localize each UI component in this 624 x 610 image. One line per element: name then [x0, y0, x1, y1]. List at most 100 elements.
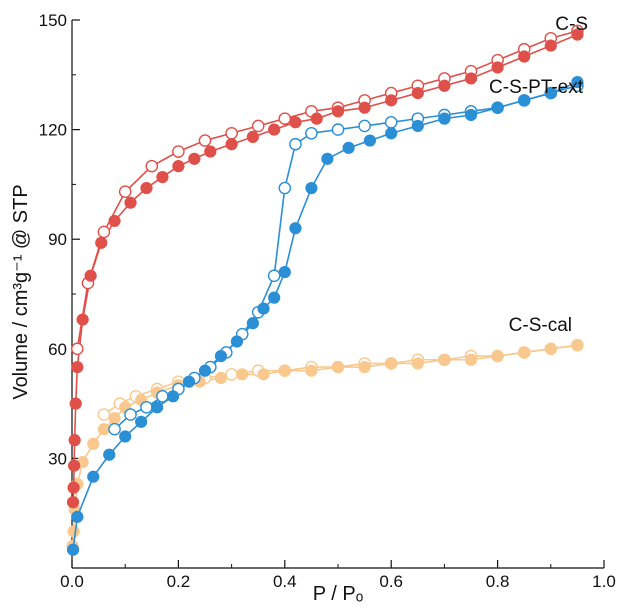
desorption-point	[225, 368, 238, 381]
adsorption-point	[411, 357, 424, 370]
adsorption-point	[411, 119, 424, 133]
adsorption-line	[71, 344, 578, 547]
desorption-point	[71, 342, 84, 356]
adsorption-point	[71, 510, 84, 523]
axis-ticks: 0.0 0.2 0.4 0.6 0.8 1.0 30 60 90 120 150	[39, 11, 616, 591]
x-tick-label: 0.2	[167, 572, 191, 591]
x-tick-label: 0.4	[273, 572, 297, 591]
series-c-s-cal	[66, 338, 584, 553]
desorption-point	[145, 159, 159, 173]
adsorption-point	[571, 339, 584, 352]
desorption-point	[251, 119, 265, 133]
adsorption-point	[305, 364, 318, 377]
adsorption-point	[119, 430, 132, 443]
adsorption-point	[363, 134, 377, 147]
adsorption-point	[518, 94, 531, 107]
adsorption-point	[438, 112, 451, 125]
desorption-point	[108, 422, 121, 436]
adsorption-point	[172, 160, 185, 173]
adsorption-point	[156, 170, 169, 184]
plot-area: 0.0 0.2 0.4 0.6 0.8 1.0 30 60 90 120 150	[39, 11, 616, 591]
series-label-c-s-cal: C-S-cal	[509, 315, 572, 336]
adsorption-point	[151, 401, 164, 414]
x-tick-label: 0.6	[379, 572, 403, 591]
adsorption-point	[464, 72, 478, 85]
adsorption-point	[342, 141, 355, 154]
adsorption-point	[464, 353, 478, 366]
adsorption-point	[310, 112, 323, 125]
desorption-point	[331, 123, 345, 136]
adsorption-point	[214, 371, 228, 385]
adsorption-point	[66, 543, 80, 556]
adsorption-point	[331, 105, 345, 118]
adsorption-point	[140, 181, 153, 195]
adsorption-point	[491, 350, 504, 363]
series-layer	[66, 24, 584, 556]
adsorption-point	[491, 101, 504, 114]
desorption-point	[140, 400, 153, 414]
adsorption-point	[257, 368, 270, 381]
y-tick-label: 30	[48, 449, 67, 468]
adsorption-point	[321, 152, 334, 165]
adsorption-point	[124, 196, 137, 209]
adsorption-point	[108, 214, 121, 228]
adsorption-point	[198, 364, 212, 377]
desorption-point	[278, 181, 292, 195]
adsorption-point	[67, 481, 80, 494]
adsorption-point	[571, 76, 584, 89]
x-tick-label: 1.0	[592, 572, 616, 591]
adsorption-point	[87, 437, 100, 450]
adsorption-point	[68, 459, 81, 472]
adsorption-point	[135, 415, 148, 428]
adsorption-point	[166, 390, 180, 403]
y-tick-label: 60	[48, 340, 67, 359]
adsorption-point	[411, 86, 424, 100]
adsorption-point	[246, 130, 259, 144]
desorption-point	[358, 119, 371, 133]
adsorption-point	[464, 108, 478, 122]
desorption-point	[97, 408, 111, 421]
adsorption-point	[84, 269, 97, 282]
x-tick-label: 0.8	[486, 572, 510, 591]
adsorption-point	[268, 291, 281, 304]
series-label-c-s: C-S	[555, 14, 588, 35]
adsorption-point	[305, 181, 318, 195]
adsorption-point	[544, 39, 557, 52]
adsorption-point	[214, 350, 228, 363]
desorption-point	[384, 115, 398, 129]
adsorption-point	[358, 360, 371, 374]
adsorption-point	[69, 397, 82, 410]
desorption-point	[278, 112, 292, 125]
series-c-s-pt-ext	[66, 76, 584, 556]
adsorption-point	[103, 448, 116, 461]
desorption-point	[267, 269, 281, 283]
adsorption-line	[72, 81, 578, 550]
adsorption-point	[289, 116, 302, 129]
adsorption-point	[71, 360, 84, 374]
series-label-c-s-pt-ext: C-S-PT-ext	[489, 77, 584, 98]
adsorption-point	[544, 86, 557, 100]
desorption-point	[156, 389, 169, 403]
y-tick-label: 150	[39, 11, 67, 30]
x-axis-title: P / Pₒ	[313, 583, 364, 605]
desorption-line	[114, 84, 578, 430]
adsorption-point	[76, 313, 89, 326]
adsorption-point	[68, 434, 81, 447]
adsorption-point	[67, 525, 80, 538]
adsorption-point	[438, 79, 451, 92]
adsorption-point	[257, 302, 270, 315]
adsorption-point	[225, 138, 238, 151]
adsorption-point	[385, 357, 398, 370]
adsorption-point	[544, 342, 557, 355]
adsorption-point	[268, 123, 281, 136]
x-tick-label: 0.0	[60, 572, 84, 591]
adsorption-point	[438, 353, 451, 366]
adsorption-point	[108, 412, 121, 425]
adsorption-point	[97, 423, 111, 436]
adsorption-point	[246, 317, 259, 330]
adsorption-point	[278, 364, 291, 377]
adsorption-point	[491, 61, 504, 74]
adsorption-point	[358, 101, 371, 114]
adsorption-point	[571, 28, 584, 41]
